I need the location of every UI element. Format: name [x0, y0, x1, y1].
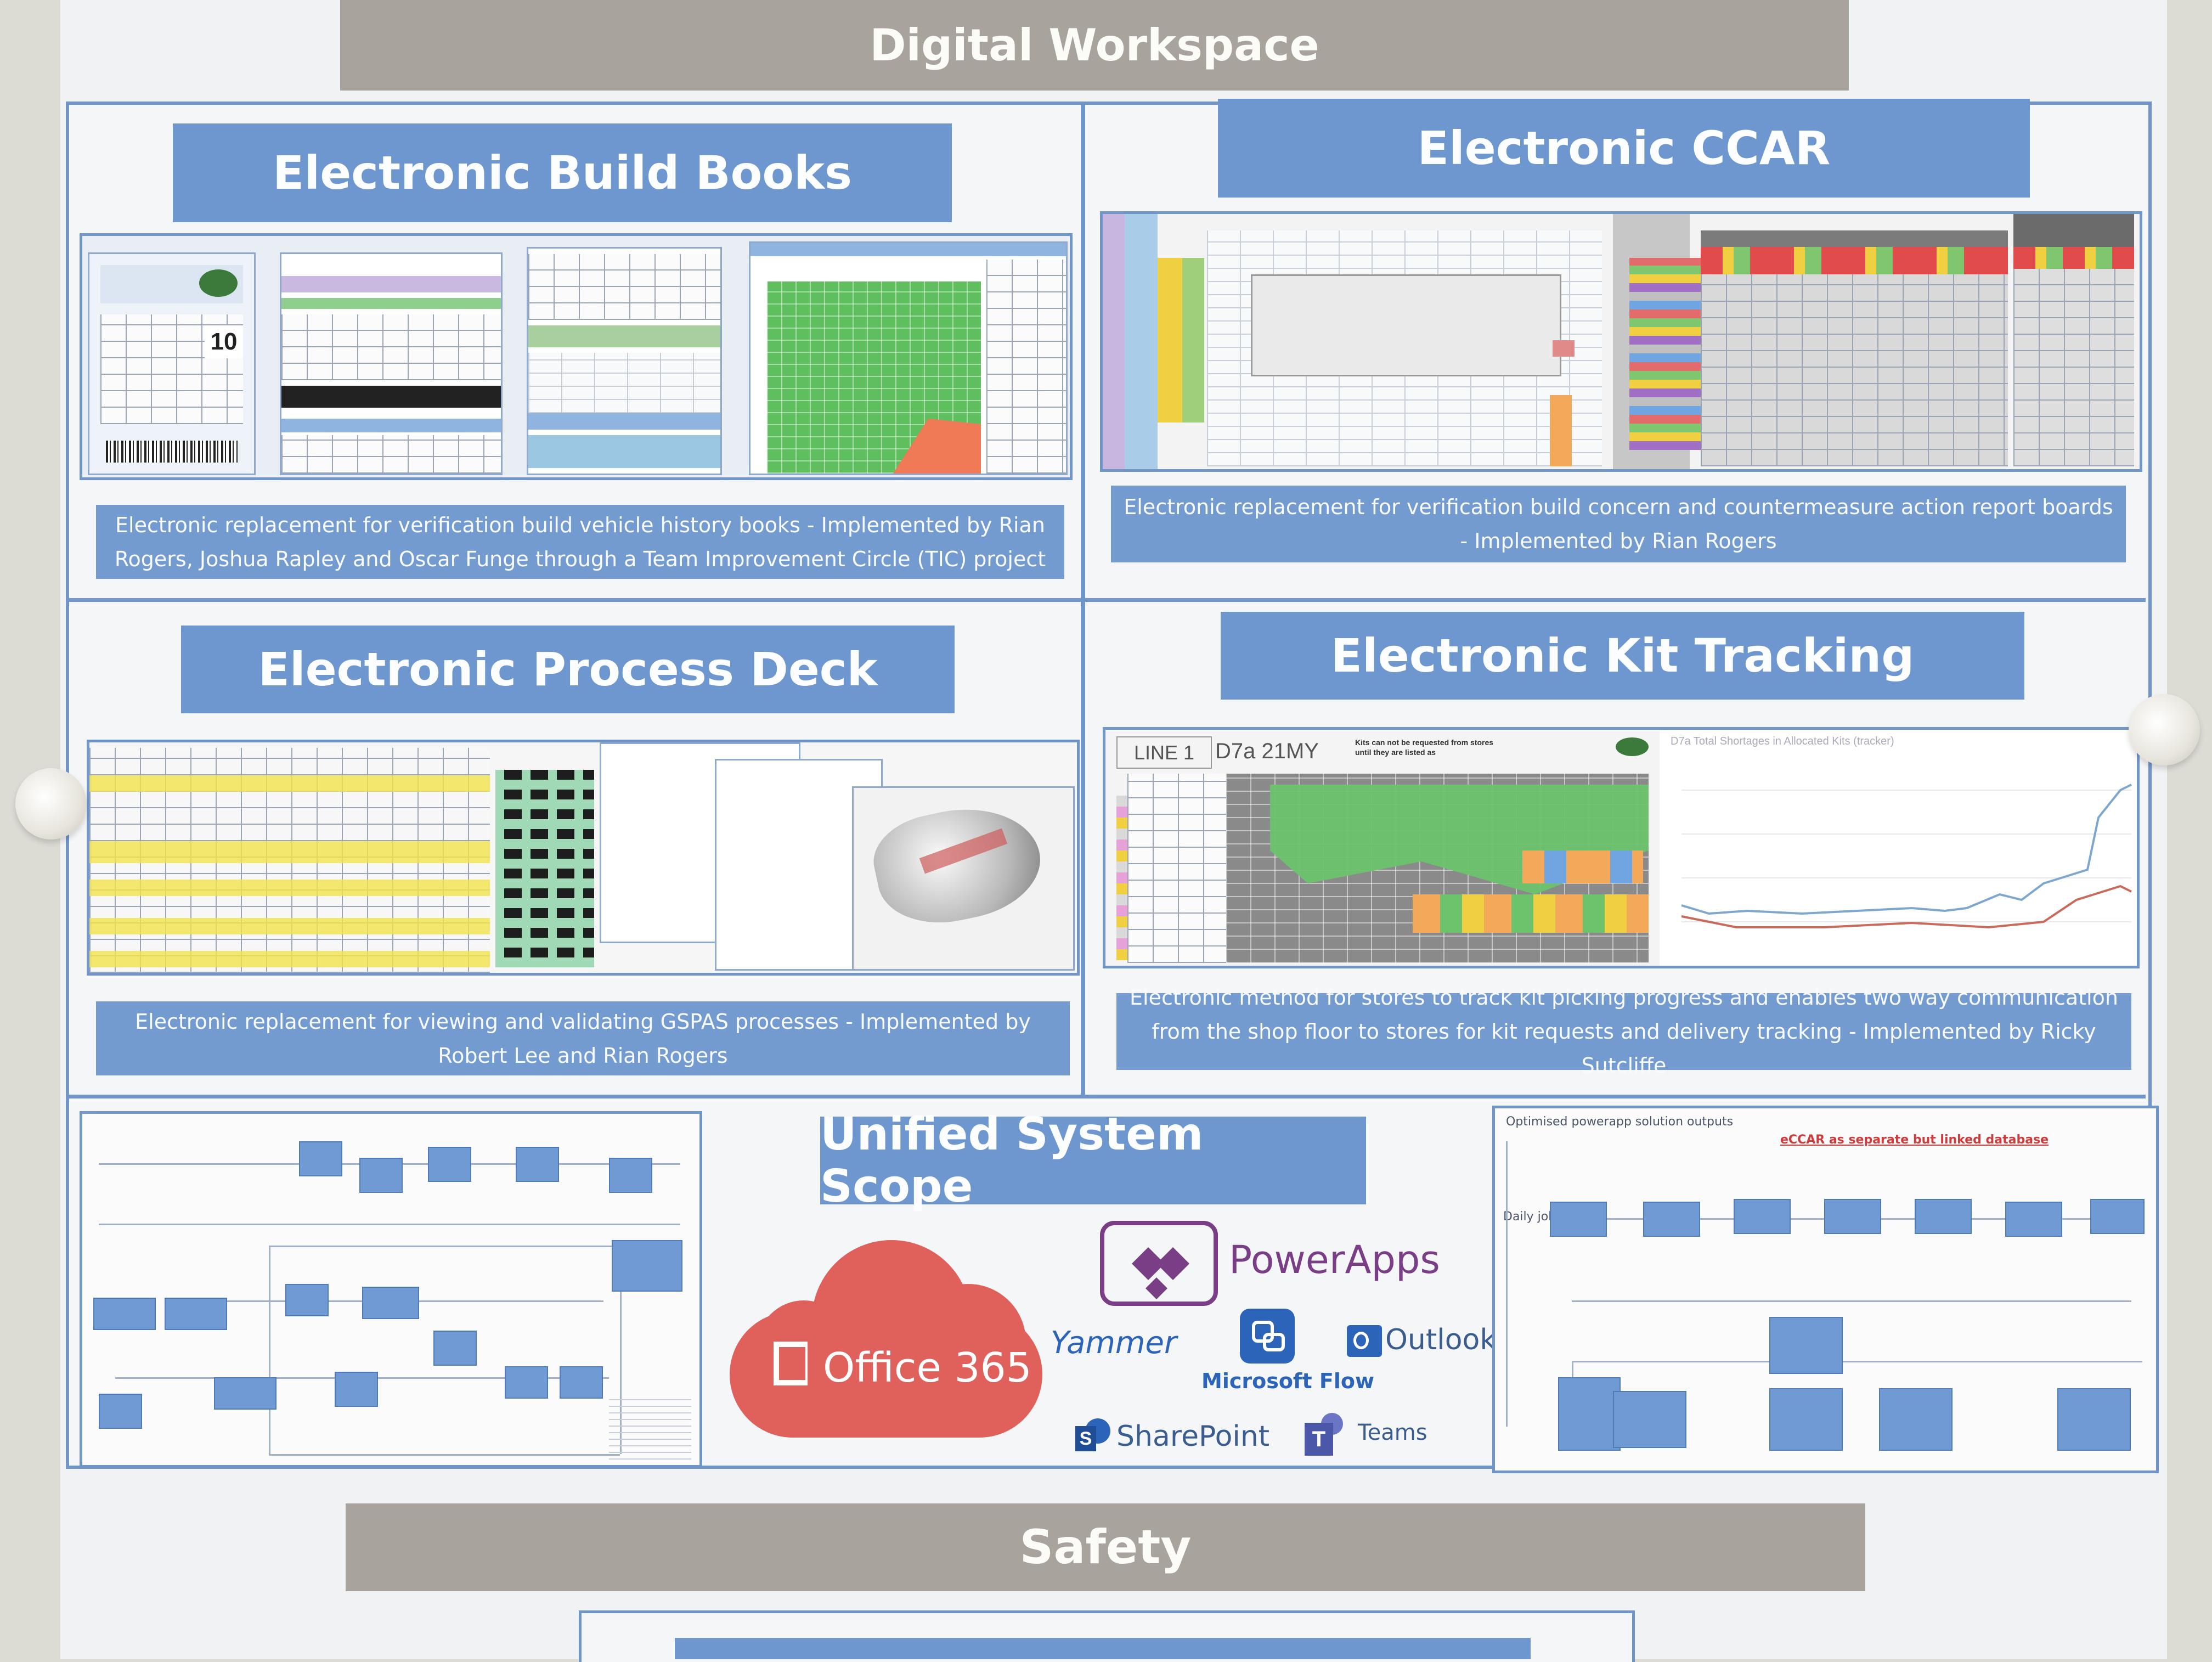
ccar-title: Electronic CCAR	[1417, 121, 1831, 175]
build-books-screenshot: 10	[80, 233, 1073, 480]
outlook-label: Outlook	[1385, 1323, 1497, 1356]
push-pin-right	[2129, 694, 2200, 765]
process-deck-title: Electronic Process Deck	[258, 643, 878, 696]
unified-title: Unified System Scope	[820, 1108, 1204, 1213]
kit-chart-title: D7a Total Shortages in Allocated Kits (t…	[1671, 735, 1894, 747]
safety-title: Safety	[1019, 1520, 1192, 1575]
build-book-progress-grid	[749, 241, 1068, 475]
process-matrix	[495, 770, 594, 967]
teams-label: Teams	[1358, 1420, 1427, 1445]
sharepoint-label: SharePoint	[1116, 1420, 1270, 1453]
kit-notice: Kits can not be requested from stores un…	[1355, 738, 1494, 757]
sharepoint-icon: S	[1075, 1418, 1110, 1453]
next-section-title-bar	[675, 1638, 1531, 1659]
kit-tracking-screenshot: LINE 1 D7a 21MY Kits can not be requeste…	[1103, 727, 2140, 968]
ccar-caption-box: Electronic replacement for verification …	[1111, 486, 2126, 562]
right-flow-diagram: Optimised powerapp solution outputs eCCA…	[1492, 1106, 2159, 1473]
build-books-title-banner: Electronic Build Books	[173, 123, 952, 222]
ccar-screenshot	[1100, 211, 2142, 472]
office365-cloud: Office 365	[730, 1240, 1042, 1438]
page-title: Digital Workspace	[870, 20, 1319, 71]
build-book-badge: 10	[205, 325, 243, 358]
outlook-icon	[1347, 1325, 1382, 1357]
yammer-label: Yammer	[1051, 1325, 1177, 1361]
ccar-title-banner: Electronic CCAR	[1218, 99, 2030, 198]
microsoft-flow-label: Microsoft Flow	[1201, 1369, 1375, 1393]
process-deck-title-banner: Electronic Process Deck	[181, 626, 955, 713]
unified-title-banner: Unified System Scope	[820, 1108, 1366, 1213]
build-book-form	[280, 252, 503, 475]
build-books-caption-box: Electronic replacement for verification …	[96, 505, 1064, 579]
horizontal-divider-2	[69, 1095, 2146, 1098]
kit-tracking-caption-box: Electronic method for stores to track ki…	[1116, 985, 2131, 1078]
build-books-title: Electronic Build Books	[273, 146, 852, 200]
left-flow-diagram	[80, 1111, 702, 1468]
kit-shortage-chart: D7a Total Shortages in Allocated Kits (t…	[1660, 730, 2137, 966]
horizontal-divider-1	[69, 598, 2146, 602]
right-diagram-note: eCCAR as separate but linked database	[1780, 1133, 2049, 1147]
right-diagram-title: Optimised powerapp solution outputs	[1506, 1115, 1734, 1129]
kit-line-label: LINE 1	[1116, 736, 1212, 769]
build-books-caption: Electronic replacement for verification …	[114, 512, 1046, 571]
ccar-caption: Electronic replacement for verification …	[1124, 495, 2113, 553]
kit-tracking-caption: Electronic method for stores to track ki…	[1130, 985, 2118, 1078]
build-book-card: 10	[88, 252, 256, 475]
microsoft-flow-icon	[1240, 1309, 1295, 1364]
barcode	[106, 441, 238, 463]
process-deck-caption-box: Electronic replacement for viewing and v…	[96, 1001, 1070, 1075]
ccar-dialog	[1251, 274, 1561, 376]
office365-icon	[774, 1342, 808, 1385]
process-deck-screenshot	[87, 740, 1080, 976]
kit-tracking-title-banner: Electronic Kit Tracking	[1221, 612, 2024, 700]
kit-model-label: D7a 21MY	[1215, 739, 1319, 763]
kit-tracking-title: Electronic Kit Tracking	[1330, 629, 1915, 683]
push-pin-left	[15, 768, 87, 840]
teams-icon: T	[1305, 1413, 1348, 1457]
powerapps-icon	[1100, 1221, 1218, 1306]
right-diagram-row-label: Daily job	[1503, 1210, 1556, 1224]
safety-banner: Safety	[346, 1503, 1865, 1591]
build-book-checksheet	[527, 247, 722, 475]
cad-model-view	[852, 786, 1075, 971]
process-deck-caption: Electronic replacement for viewing and v…	[135, 1009, 1031, 1068]
page-title-banner: Digital Workspace	[340, 0, 1849, 91]
office365-label: Office 365	[823, 1344, 1032, 1391]
powerapps-label: PowerApps	[1229, 1237, 1440, 1282]
